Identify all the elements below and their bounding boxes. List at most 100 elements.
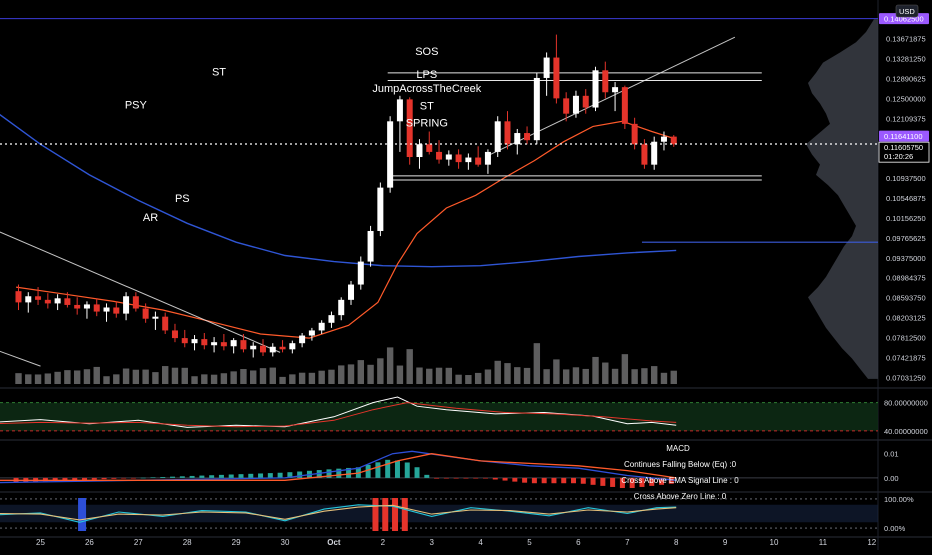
candle-body[interactable] (670, 136, 677, 145)
candle-body[interactable] (142, 308, 149, 319)
candle-body[interactable] (514, 133, 521, 145)
candle-body[interactable] (123, 296, 130, 314)
wyckoff-label: LPS (416, 69, 437, 81)
candle-body[interactable] (171, 330, 178, 339)
candle-body[interactable] (35, 296, 42, 300)
candle-body[interactable] (484, 151, 491, 165)
candle-body[interactable] (660, 136, 667, 142)
time-tick-label: 7 (625, 538, 630, 547)
candle-body[interactable] (436, 151, 443, 160)
candle-body[interactable] (553, 57, 560, 99)
macd-hist-bar (600, 477, 606, 486)
volume-bar (396, 365, 404, 384)
volume-bar (533, 343, 541, 384)
candle-body[interactable] (15, 291, 22, 303)
candle-body[interactable] (631, 123, 638, 145)
macd-hist-bar (619, 477, 625, 489)
macd-hist-bar (42, 477, 48, 482)
candle-body[interactable] (54, 298, 61, 304)
macd-legend-item: Cross Above EMA Signal Line : 0 (621, 476, 739, 485)
candle-body[interactable] (152, 316, 159, 319)
trendline-0[interactable] (0, 228, 281, 353)
stoch-red-marker (401, 498, 408, 531)
candle-body[interactable] (387, 121, 394, 188)
candle-body[interactable] (181, 338, 188, 344)
candle-body[interactable] (465, 157, 472, 163)
candle-body[interactable] (230, 340, 237, 347)
candle-body[interactable] (338, 299, 345, 316)
candle-body[interactable] (113, 307, 120, 314)
candle-body[interactable] (612, 87, 619, 93)
candle-body[interactable] (377, 187, 384, 231)
candle-body[interactable] (533, 77, 540, 141)
candle-body[interactable] (416, 144, 423, 158)
candle-body[interactable] (426, 144, 433, 152)
candle-body[interactable] (318, 322, 325, 331)
candle-body[interactable] (83, 304, 90, 309)
candle-body[interactable] (406, 99, 413, 158)
currency-badge[interactable] (895, 4, 919, 18)
candle-body[interactable] (445, 154, 452, 160)
candle-body[interactable] (64, 298, 71, 305)
candle-body[interactable] (572, 95, 579, 114)
candle-body[interactable] (651, 141, 658, 165)
candle-body[interactable] (396, 99, 403, 122)
volume-bar (73, 370, 81, 384)
candle-body[interactable] (269, 346, 276, 353)
candle-body[interactable] (308, 330, 315, 336)
candle-body[interactable] (220, 342, 227, 347)
trendline-1[interactable] (0, 348, 41, 367)
candle-body[interactable] (367, 230, 374, 262)
candle-body[interactable] (191, 339, 198, 344)
volume-bar (93, 366, 100, 384)
candle-body[interactable] (582, 95, 589, 108)
time-tick-label: 2 (381, 538, 386, 547)
candle-body[interactable] (504, 121, 511, 145)
candle-body[interactable] (543, 57, 550, 78)
candle-body[interactable] (357, 261, 364, 285)
macd-line-1 (0, 453, 677, 481)
candle-body[interactable] (211, 342, 218, 346)
candle-body[interactable] (328, 315, 335, 323)
macd-hist-bar (443, 477, 449, 479)
macd-hist-bar (571, 477, 577, 484)
candle-body[interactable] (132, 296, 139, 309)
candle-body[interactable] (93, 304, 100, 312)
volume-bar (553, 359, 560, 384)
macd-hist-bar (150, 477, 156, 478)
candle-body[interactable] (592, 70, 599, 108)
candle-body[interactable] (299, 335, 306, 344)
candle-body[interactable] (250, 345, 257, 350)
volume-bar (103, 376, 110, 384)
candle-body[interactable] (641, 144, 648, 165)
macd-hist-bar (610, 477, 616, 487)
candle-body[interactable] (259, 345, 266, 353)
volume-bar (572, 367, 580, 384)
candle-body[interactable] (563, 98, 570, 114)
stoch-line-1 (0, 504, 677, 521)
candle-body[interactable] (602, 70, 609, 93)
candle-body[interactable] (289, 343, 296, 350)
currency-label: USD (899, 7, 915, 16)
candle-body[interactable] (240, 340, 247, 350)
time-tick-label: 27 (134, 538, 143, 547)
wyckoff-label: JumpAcrossTheCreek (372, 83, 481, 95)
candle-body[interactable] (103, 307, 110, 312)
candle-body[interactable] (348, 284, 355, 300)
candle-body[interactable] (455, 154, 462, 163)
candle-body[interactable] (74, 304, 81, 309)
stoch-line-0 (0, 504, 677, 523)
candle-body[interactable] (524, 133, 531, 141)
trendline-2[interactable] (490, 36, 736, 155)
candle-body[interactable] (201, 339, 208, 346)
candle-body[interactable] (621, 87, 628, 124)
macd-hist-bar (72, 477, 78, 481)
candle-body[interactable] (44, 299, 51, 304)
candle-body[interactable] (25, 296, 32, 303)
candle-body[interactable] (279, 346, 286, 350)
candle-body[interactable] (475, 157, 482, 165)
candle-body[interactable] (162, 316, 169, 331)
candle-body[interactable] (494, 121, 501, 152)
